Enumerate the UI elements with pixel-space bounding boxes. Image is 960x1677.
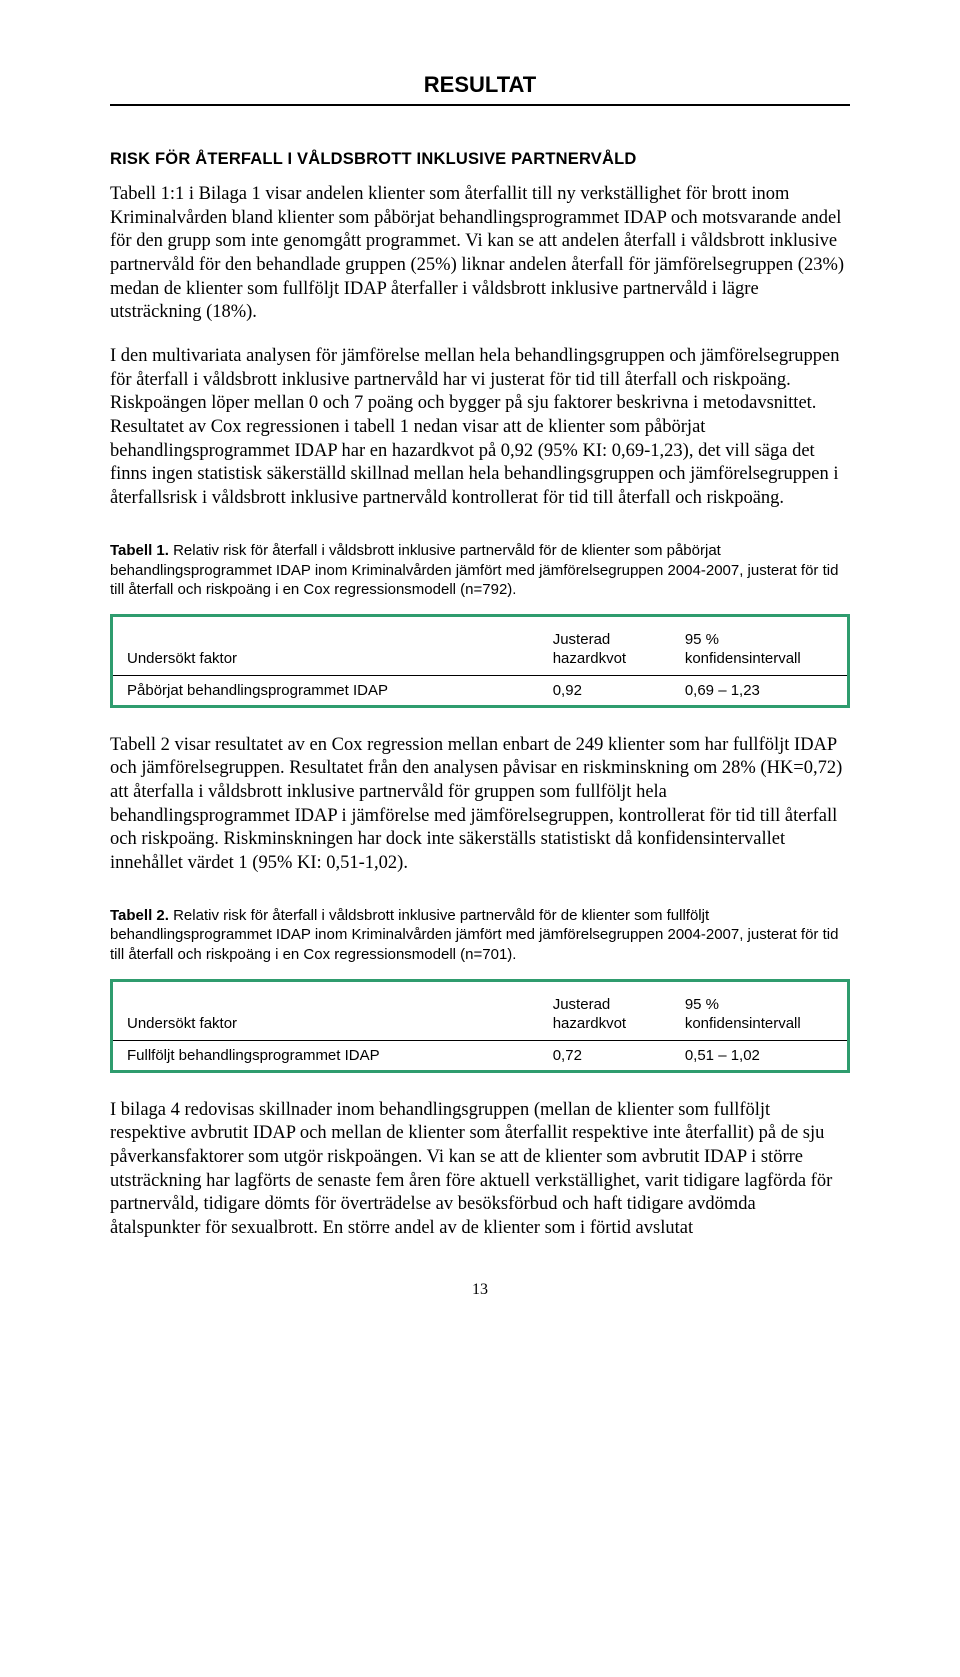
table2-row: Fullföljt behandlingsprogrammet IDAP 0,7… xyxy=(113,1040,847,1070)
table2-header-factor: Undersökt faktor xyxy=(113,982,539,1040)
table1-header-hazard-line1: Justerad xyxy=(553,631,611,648)
table1-row: Påbörjat behandlingsprogrammet IDAP 0,92… xyxy=(113,675,847,705)
table1-header-ci-line1: 95 % xyxy=(685,631,719,648)
paragraph-4: I bilaga 4 redovisas skillnader inom beh… xyxy=(110,1099,850,1241)
table2-header-ci-line2: konfidensintervall xyxy=(685,1015,801,1032)
table1-caption: Tabell 1. Relativ risk för återfall i vå… xyxy=(110,541,850,600)
paragraph-1: Tabell 1:1 i Bilaga 1 visar andelen klie… xyxy=(110,183,850,325)
table1-header-hazard-line2: hazardkvot xyxy=(553,650,626,667)
title-divider xyxy=(110,104,850,106)
paragraph-3: Tabell 2 visar resultatet av en Cox regr… xyxy=(110,734,850,876)
page-title: RESULTAT xyxy=(110,72,850,98)
table2-header-hazard: Justerad hazardkvot xyxy=(539,982,671,1040)
table2-cell-factor: Fullföljt behandlingsprogrammet IDAP xyxy=(113,1040,539,1070)
section-subheading: RISK FÖR ÅTERFALL I VÅLDSBROTT INKLUSIVE… xyxy=(110,150,850,169)
table1: Undersökt faktor Justerad hazardkvot 95 … xyxy=(113,617,847,705)
table2: Undersökt faktor Justerad hazardkvot 95 … xyxy=(113,982,847,1070)
table1-header-ci-line2: konfidensintervall xyxy=(685,650,801,667)
table2-cell-ci: 0,51 – 1,02 xyxy=(671,1040,847,1070)
table2-header-hazard-line2: hazardkvot xyxy=(553,1015,626,1032)
table2-header-hazard-line1: Justerad xyxy=(553,996,611,1013)
table1-header-factor: Undersökt faktor xyxy=(113,617,539,675)
table2-caption: Tabell 2. Relativ risk för återfall i vå… xyxy=(110,906,850,965)
document-page: RESULTAT RISK FÖR ÅTERFALL I VÅLDSBROTT … xyxy=(0,0,960,1349)
table1-caption-text: Relativ risk för återfall i våldsbrott i… xyxy=(110,542,838,599)
table2-caption-text: Relativ risk för återfall i våldsbrott i… xyxy=(110,907,838,964)
table2-header-ci-line1: 95 % xyxy=(685,996,719,1013)
table1-header-ci: 95 % konfidensintervall xyxy=(671,617,847,675)
table2-caption-label: Tabell 2. xyxy=(110,907,169,924)
table1-cell-hazard: 0,92 xyxy=(539,675,671,705)
table1-cell-factor: Påbörjat behandlingsprogrammet IDAP xyxy=(113,675,539,705)
table1-header-hazard: Justerad hazardkvot xyxy=(539,617,671,675)
table2-cell-hazard: 0,72 xyxy=(539,1040,671,1070)
table2-header-row: Undersökt faktor Justerad hazardkvot 95 … xyxy=(113,982,847,1040)
table2-wrap: Undersökt faktor Justerad hazardkvot 95 … xyxy=(110,979,850,1073)
table1-caption-label: Tabell 1. xyxy=(110,542,169,559)
table1-header-row: Undersökt faktor Justerad hazardkvot 95 … xyxy=(113,617,847,675)
page-number: 13 xyxy=(110,1281,850,1299)
table1-cell-ci: 0,69 – 1,23 xyxy=(671,675,847,705)
table2-header-ci: 95 % konfidensintervall xyxy=(671,982,847,1040)
table1-wrap: Undersökt faktor Justerad hazardkvot 95 … xyxy=(110,614,850,708)
paragraph-2: I den multivariata analysen för jämförel… xyxy=(110,345,850,511)
